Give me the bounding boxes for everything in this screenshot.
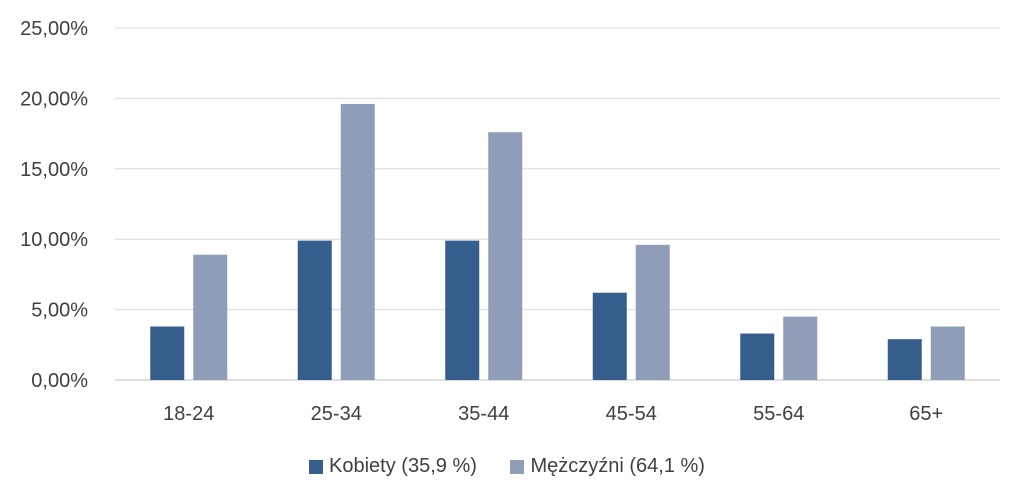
legend-item-series-1: Kobiety (35,9 %) [309,455,477,478]
bar-series-2-65+ [930,326,965,380]
bar-series-2-18-24 [193,254,228,380]
legend-label-series-1: Kobiety (35,9 %) [329,455,477,477]
x-tick-label: 25-34 [311,403,362,425]
x-tick-label: 55-64 [753,403,804,425]
y-tick-label: 5,00% [31,300,88,322]
x-tick-label: 18-24 [163,403,214,425]
bar-series-1-55-64 [740,333,775,380]
bar-chart: 0,00% 5,00% 10,00% 15,00% 20,00% 25,00% 18-24… [20,18,1000,425]
y-tick-label: 0,00% [31,370,88,392]
legend-swatch-series-1 [309,459,324,474]
bar-series-2-55-64 [783,316,818,380]
x-axis-category-labels: 18-24 25-34 35-44 45-54 55-64 65+ [163,403,943,425]
y-axis-tick-labels: 0,00% 5,00% 10,00% 15,00% 20,00% 25,00% [20,18,88,392]
legend-item-series-2: Mężczyźni (64,1 %) [510,455,705,478]
bar-series-2-45-54 [635,244,670,380]
x-tick-label: 35-44 [458,403,509,425]
bars [150,104,965,381]
bar-series-1-65+ [887,339,922,380]
legend-label-series-2: Mężczyźni (64,1 %) [530,455,705,477]
bar-series-2-25-34 [340,104,375,381]
bar-series-1-18-24 [150,326,185,380]
y-tick-label: 25,00% [20,18,88,40]
bar-series-1-25-34 [297,240,332,380]
bar-series-2-35-44 [488,132,523,380]
y-tick-label: 20,00% [20,88,88,110]
y-tick-label: 10,00% [20,229,88,251]
gridlines [115,27,1000,381]
legend-swatch-series-2 [510,459,525,474]
legend: Kobiety (35,9 %) Mężczyźni (64,1 %) [0,455,1014,480]
bar-series-1-45-54 [592,292,627,380]
x-tick-label: 45-54 [606,403,657,425]
y-tick-label: 15,00% [20,159,88,181]
bar-series-1-35-44 [445,240,480,380]
x-tick-label: 65+ [909,403,943,425]
